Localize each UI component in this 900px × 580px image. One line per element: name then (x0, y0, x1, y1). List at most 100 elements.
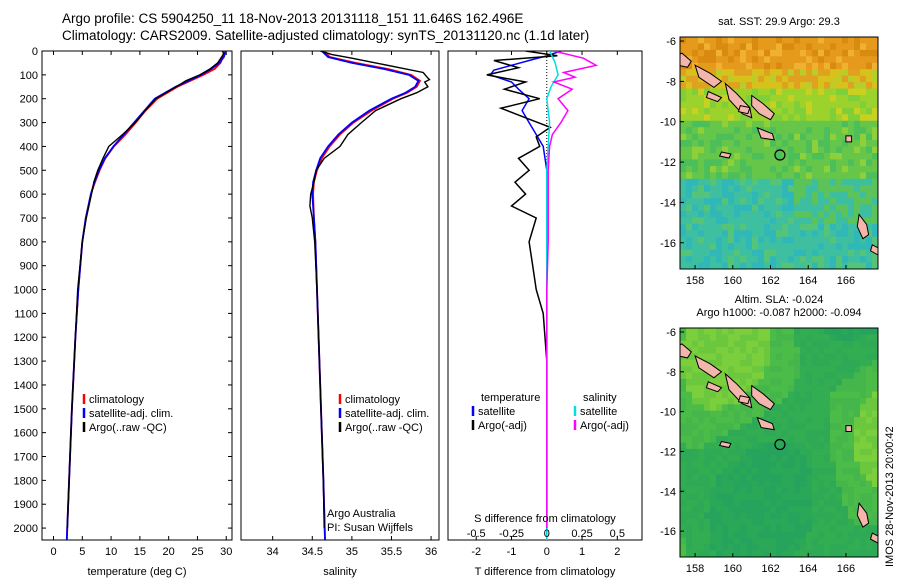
map-cell (704, 120, 711, 128)
map-cell (818, 499, 825, 507)
map-cell (692, 385, 699, 393)
map-cell (692, 120, 699, 128)
map-cell (782, 114, 789, 122)
map-cell (836, 95, 843, 102)
map-cell (794, 398, 801, 405)
map-cell (770, 487, 777, 494)
map-cell (824, 165, 831, 173)
map-cell (866, 467, 873, 475)
map-cell (836, 69, 843, 77)
map-cell (806, 56, 813, 64)
map-cell (824, 531, 831, 539)
map-cell (692, 340, 699, 348)
map-cell (872, 107, 878, 115)
island (751, 384, 775, 411)
map-cell (830, 107, 837, 115)
map-cell (830, 340, 837, 348)
map-cell (716, 127, 723, 135)
map-cell (842, 204, 849, 212)
map-cell (788, 127, 795, 135)
map-cell (842, 185, 849, 193)
map-cell (770, 198, 777, 206)
map-cell (860, 88, 867, 96)
map-cell (770, 537, 777, 545)
map-cell (704, 334, 711, 342)
map-cell (752, 217, 759, 225)
map-cell (848, 185, 855, 193)
map-cell (716, 455, 723, 463)
map-cell (764, 518, 771, 526)
map-cell (848, 198, 855, 206)
map-cell (818, 107, 825, 115)
map-cell (686, 404, 693, 412)
map-cell (776, 480, 783, 488)
map-cell (692, 101, 699, 109)
map-cell (698, 204, 705, 212)
map-cell (692, 378, 699, 386)
map-cell (854, 185, 861, 193)
map-cell (818, 366, 825, 374)
map-cell (836, 512, 843, 520)
map-cell (716, 461, 723, 469)
map-cell (824, 236, 831, 244)
map-cell (740, 256, 747, 264)
map-cell (806, 410, 813, 418)
map-cell (734, 191, 741, 199)
map-cell (758, 95, 765, 102)
map-cell (776, 133, 783, 141)
map-cell (758, 140, 765, 148)
map-cell (788, 262, 795, 269)
map-cell (740, 347, 747, 355)
map-cell (698, 62, 705, 70)
map-cell (740, 429, 747, 437)
map-cell (740, 544, 747, 552)
map-cell (866, 544, 873, 552)
legend-label: satellite (580, 406, 617, 418)
map-cell (710, 340, 717, 348)
map-cell (770, 378, 777, 386)
map-cell (758, 442, 765, 450)
map-cell (812, 448, 819, 456)
map-cell (806, 256, 813, 264)
map-cell (818, 493, 825, 501)
map-cell (758, 153, 765, 160)
map-cell (824, 480, 831, 488)
map-cell (710, 256, 717, 264)
map-cell (686, 43, 693, 51)
pi-label: PI: Susan Wijffels (327, 522, 413, 534)
map-cell (788, 467, 795, 475)
map-cell (788, 480, 795, 488)
map-cell (830, 249, 837, 257)
map-cell (872, 146, 878, 154)
map-cell (722, 120, 729, 128)
y-tick-label: 1100 (14, 308, 38, 320)
map-cell (854, 474, 861, 482)
map-cell (788, 493, 795, 501)
map-cell (794, 340, 801, 348)
map-cell (806, 467, 813, 475)
map-cell (734, 353, 741, 361)
map-cell (854, 249, 861, 257)
map-cell (770, 550, 777, 557)
map-cell (722, 398, 729, 405)
map-cell (824, 353, 831, 361)
map-cell (758, 146, 765, 154)
map-cell (794, 69, 801, 77)
map-cell (812, 366, 819, 374)
map-cell (686, 82, 693, 90)
map-cell (788, 153, 795, 160)
map-cell (740, 417, 747, 425)
map-cell (794, 133, 801, 141)
map-cell (740, 146, 747, 154)
map-cell (788, 75, 795, 83)
map-cell (824, 525, 831, 533)
map-cell (710, 204, 717, 212)
map-cell (788, 518, 795, 526)
map-cell (800, 398, 807, 405)
map-cell (782, 404, 789, 412)
map-cell (776, 366, 783, 374)
map-cell (728, 328, 735, 335)
map-cell (872, 372, 878, 380)
map-cell (710, 172, 717, 180)
map-cell (818, 442, 825, 450)
